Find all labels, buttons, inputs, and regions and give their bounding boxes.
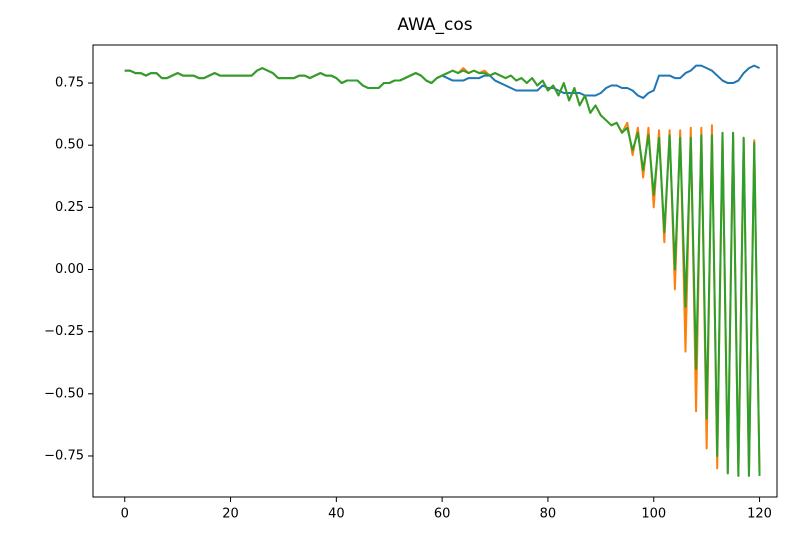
x-tick-label: 100 [641, 507, 666, 522]
y-tick-label: −0.25 [44, 324, 84, 339]
x-tick-label: 80 [540, 507, 557, 522]
x-tick-label: 120 [747, 507, 772, 522]
chart-title: AWA_cos [397, 15, 472, 35]
y-tick-label: −0.75 [44, 448, 84, 463]
y-tick-label: 0.75 [55, 76, 84, 91]
x-tick-label: 20 [222, 507, 239, 522]
y-tick-label: 0.00 [55, 262, 84, 277]
y-tick-label: −0.50 [44, 386, 84, 401]
series-line [124, 67, 761, 477]
plot-frame [92, 44, 778, 498]
x-tick-label: 40 [328, 507, 345, 522]
x-tick-label: 0 [121, 507, 129, 522]
x-tick-label: 60 [434, 507, 451, 522]
y-tick-label: 0.50 [55, 138, 84, 153]
y-tick-label: 0.25 [55, 200, 84, 215]
